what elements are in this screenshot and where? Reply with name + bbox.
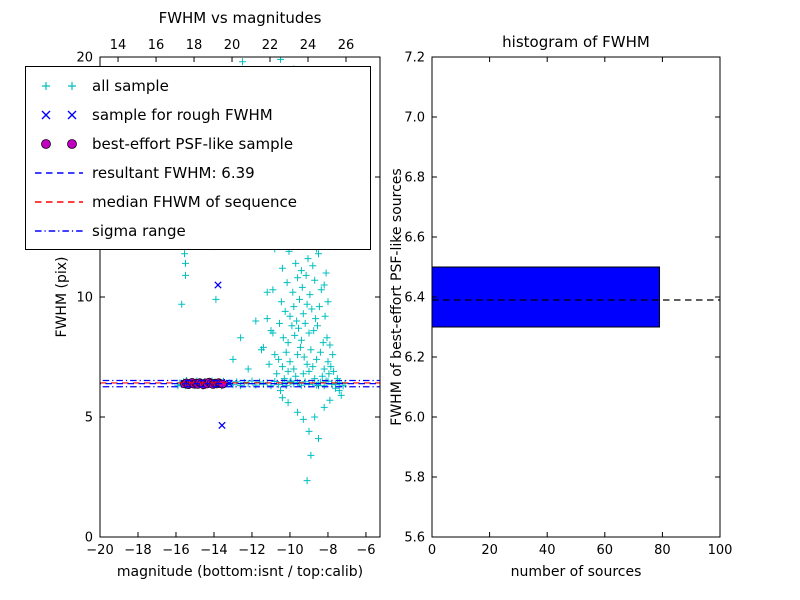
legend-entry-resultant-fwhm: resultant FWHM: 6.39 <box>32 159 366 187</box>
svg-text:7.2: 7.2 <box>404 51 425 66</box>
right-plot-ylabel: FWHM of best-effort PSF-like sources <box>389 168 405 426</box>
x-marker-icon <box>41 110 77 120</box>
svg-text:40: 40 <box>539 543 556 558</box>
svg-text:−10: −10 <box>276 543 303 558</box>
svg-text:80: 80 <box>654 543 671 558</box>
svg-text:−6: −6 <box>356 543 375 558</box>
dashdot-line-icon <box>35 229 83 232</box>
svg-text:6.8: 6.8 <box>404 171 425 186</box>
legend-entry-label: sigma range <box>92 221 186 240</box>
plus-marker-icon <box>42 82 76 91</box>
left-plot-xlabel: magnitude (bottom:isnt / top:calib) <box>116 564 364 580</box>
left-plot-ylabel: FWHM (pix) <box>54 256 70 338</box>
dashed-line-icon <box>35 201 83 203</box>
legend-entry-sigma-range: sigma range <box>32 217 366 245</box>
svg-text:6.2: 6.2 <box>404 351 425 366</box>
svg-text:5: 5 <box>85 411 93 426</box>
svg-text:0: 0 <box>85 531 93 546</box>
right-plot-xlabel: number of sources <box>510 564 642 580</box>
legend-entry-label: best-effort PSF-like sample <box>92 135 294 154</box>
legend-entry-all-sample: all sample <box>32 72 366 100</box>
svg-text:22: 22 <box>262 38 279 53</box>
left-plot-title: FWHM vs magnitudes <box>158 9 322 27</box>
svg-text:16: 16 <box>148 38 165 53</box>
svg-text:100: 100 <box>708 543 733 558</box>
svg-text:10: 10 <box>76 291 93 306</box>
legend: all sample sample for rough FWHM best-ef… <box>25 66 371 250</box>
svg-text:20: 20 <box>76 51 93 66</box>
svg-text:20: 20 <box>224 38 241 53</box>
svg-text:6.6: 6.6 <box>404 231 425 246</box>
svg-text:7.0: 7.0 <box>404 111 425 126</box>
svg-text:5.8: 5.8 <box>404 471 425 486</box>
svg-text:−16: −16 <box>162 543 189 558</box>
svg-text:−18: −18 <box>124 543 151 558</box>
legend-entry-label: all sample <box>92 77 169 96</box>
legend-entry-psf-sample: best-effort PSF-like sample <box>32 130 366 158</box>
circle-marker-icon <box>41 139 77 149</box>
dashed-line-icon <box>35 172 83 174</box>
legend-entry-median-fwhm: median FHWM of sequence <box>32 188 366 216</box>
svg-text:5.6: 5.6 <box>404 531 425 546</box>
svg-text:−14: −14 <box>200 543 227 558</box>
svg-text:60: 60 <box>597 543 614 558</box>
legend-entry-label: resultant FWHM: 6.39 <box>92 163 255 182</box>
svg-text:−12: −12 <box>238 543 265 558</box>
svg-text:24: 24 <box>300 38 317 53</box>
legend-entry-label: median FHWM of sequence <box>92 192 297 211</box>
svg-text:6.0: 6.0 <box>404 411 425 426</box>
svg-text:0: 0 <box>428 543 436 558</box>
svg-text:26: 26 <box>338 38 355 53</box>
legend-entry-rough-fwhm: sample for rough FWHM <box>32 101 366 129</box>
svg-text:18: 18 <box>186 38 203 53</box>
svg-text:−8: −8 <box>318 543 337 558</box>
legend-entry-label: sample for rough FWHM <box>92 106 273 125</box>
svg-text:14: 14 <box>110 38 127 53</box>
right-plot-title: histogram of FWHM <box>502 33 650 51</box>
svg-text:20: 20 <box>481 543 498 558</box>
svg-text:6.4: 6.4 <box>404 291 425 306</box>
svg-text:−20: −20 <box>86 543 113 558</box>
